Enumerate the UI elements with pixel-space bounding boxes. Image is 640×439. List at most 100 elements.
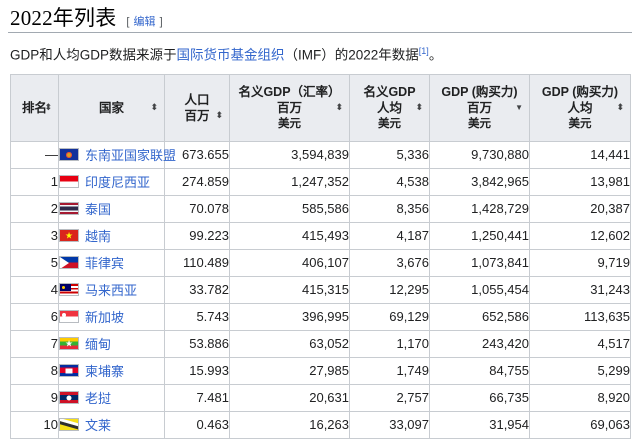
cell-ppp-total: 3,842,965 [429,167,530,196]
cell-ppp-per-capita: 12,602 [529,221,631,250]
table-row: 2 泰国 70.078 585,586 8,356 1,428,729 20,387 [10,194,631,223]
intro-paragraph: GDP和人均GDP数据来源于国际货币基金组织（IMF）的2022年数据[1]。 [8,33,632,74]
cell-population: 673.655 [164,140,230,169]
column-label-rank: 排名 [21,100,47,115]
cell-population: 99.223 [164,221,230,250]
cell-country: 泰国 [58,194,165,223]
imf-link[interactable]: 国际货币基金组织 [176,47,285,63]
cell-ppp-per-capita: 4,517 [529,329,631,358]
cell-nominal-per-capita: 12,295 [349,275,430,304]
column-currency-nominal-per-capita: 美元 [378,117,401,130]
column-header-ppp-per-capita[interactable]: GDP (购买力) 人均 ⬍ 美元 [529,73,631,142]
country-link[interactable]: 越南 [85,229,112,244]
cell-nominal-per-capita: 2,757 [349,383,430,412]
sort-indicator-nominal-total[interactable]: ⬍ [335,102,343,112]
cell-ppp-per-capita: 14,441 [529,140,631,169]
country-link[interactable]: 东南亚国家联盟 [85,148,177,163]
country-link[interactable]: 缅甸 [85,337,112,352]
country-link[interactable]: 老挝 [85,391,112,406]
cell-population: 15.993 [164,356,230,385]
cell-country: 东南亚国家联盟 [58,140,176,169]
cell-ppp-per-capita: 5,299 [529,356,631,385]
column-unit-population: 百万 [184,108,210,123]
sort-indicator-ppp-per-capita[interactable]: ⬍ [616,102,624,112]
flag-icon [59,391,79,404]
column-header-rank[interactable]: 排名 ⬍ [10,73,59,142]
section-heading: 2022年列表 [ 编辑 ] [8,0,632,33]
flag-icon [59,202,79,215]
reference-link[interactable]: [1] [418,46,429,56]
cell-rank: 8 [10,356,59,385]
cell-country: 越南 [58,221,165,250]
table-row: 6 新加坡 5.743 396,995 69,129 652,586 113,635 [10,302,631,331]
cell-ppp-total: 1,073,841 [429,248,530,277]
cell-ppp-per-capita: 8,920 [529,383,631,412]
sort-indicator-rank[interactable]: ⬍ [44,102,52,112]
cell-nominal-total: 585,586 [229,194,350,223]
cell-rank: 10 [10,410,59,439]
cell-ppp-total: 66,735 [429,383,530,412]
flag-icon [59,310,79,323]
table-row: — 东南亚国家联盟 673.655 3,594,839 5,336 9,730,880 14… [10,140,631,169]
gdp-table: 排名 ⬍ 国家 ⬍ [10,73,631,439]
cell-ppp-total: 84,755 [429,356,530,385]
column-header-nominal-total[interactable]: 名义GDP（汇率） 百万 ⬍ 美元 [229,73,350,142]
cell-nominal-per-capita: 1,749 [349,356,430,385]
flag-icon [59,256,79,269]
cell-nominal-total: 63,052 [229,329,350,358]
table-header: 排名 ⬍ 国家 ⬍ [10,73,631,142]
sort-indicator-country[interactable]: ⬍ [150,102,158,112]
sort-indicator-population[interactable]: ⬍ [215,110,223,120]
cell-nominal-per-capita: 4,187 [349,221,430,250]
column-header-ppp-total[interactable]: GDP (购买力) 百万 ▼ 美元 [429,73,530,142]
cell-rank: — [10,140,59,169]
cell-ppp-total: 9,730,880 [429,140,530,169]
intro-text-2: （IMF）的2022年数据 [284,47,419,63]
flag-icon [59,364,79,377]
country-link[interactable]: 柬埔寨 [85,364,125,379]
table-row: 4 马来西亚 33.782 415,315 12,295 1,055,454 31,243 [10,275,631,304]
header-row: 排名 ⬍ 国家 ⬍ [10,73,631,142]
country-link[interactable]: 印度尼西亚 [85,175,151,190]
cell-ppp-total: 1,428,729 [429,194,530,223]
cell-rank: 4 [10,275,59,304]
country-link[interactable]: 泰国 [85,202,112,217]
edit-link[interactable]: 编辑 [133,16,156,28]
cell-population: 53.886 [164,329,230,358]
country-link[interactable]: 新加坡 [85,310,125,325]
country-link[interactable]: 菲律宾 [85,256,125,271]
flag-icon [59,337,79,350]
cell-population: 33.782 [164,275,230,304]
sort-indicator-ppp-total[interactable]: ▼ [515,102,523,112]
cell-nominal-per-capita: 33,097 [349,410,430,439]
column-header-country[interactable]: 国家 ⬍ [58,73,165,142]
cell-rank: 5 [10,248,59,277]
cell-nominal-total: 27,985 [229,356,350,385]
cell-rank: 1 [10,167,59,196]
flag-icon [59,283,79,296]
table-row: 8 柬埔寨 15.993 27,985 1,749 84,755 5,299 [10,356,631,385]
cell-nominal-total: 3,594,839 [229,140,350,169]
column-label-country: 国家 [98,100,124,115]
flag-icon [59,229,79,242]
cell-ppp-total: 31,954 [429,410,530,439]
country-link[interactable]: 马来西亚 [85,283,138,298]
country-link[interactable]: 文莱 [85,418,112,433]
column-header-nominal-per-capita[interactable]: 名义GDP 人均 ⬍ 美元 [349,73,430,142]
column-currency-nominal-total: 美元 [278,117,301,130]
cell-nominal-per-capita: 5,336 [349,140,430,169]
sort-indicator-nominal-per-capita[interactable]: ⬍ [415,102,423,112]
country-cell: 老挝 [59,388,164,407]
column-header-population[interactable]: 人口 百万 ⬍ [164,73,230,142]
cell-ppp-per-capita: 113,635 [529,302,631,331]
country-cell: 印度尼西亚 [59,172,164,191]
column-unit-nominal-per-capita: 人均 [376,100,402,115]
table-row: 10 文莱 0.463 16,263 33,097 31,954 69,063 [10,410,631,439]
column-label-nominal-total: 名义GDP（汇率） [238,84,341,99]
table-row: 1 印度尼西亚 274.859 1,247,352 4,538 3,842,965 13,9… [10,167,631,196]
column-currency-ppp-per-capita: 美元 [568,117,592,130]
cell-rank: 3 [10,221,59,250]
cell-country: 文莱 [58,410,165,439]
column-currency-ppp-total: 美元 [468,117,491,130]
country-cell: 越南 [59,226,164,245]
